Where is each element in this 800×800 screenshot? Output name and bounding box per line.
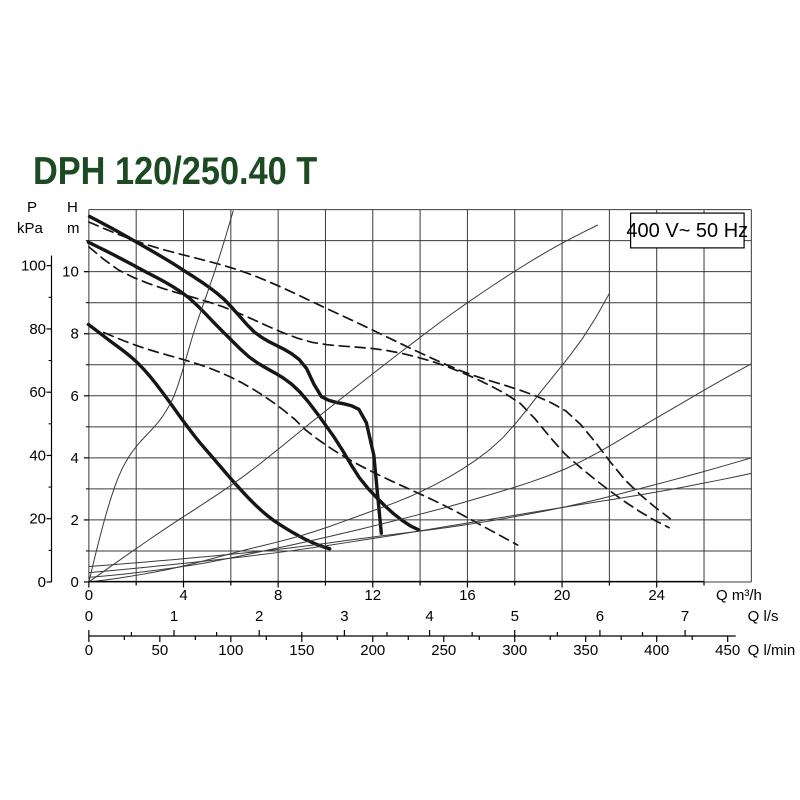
svg-text:8: 8	[274, 587, 282, 604]
svg-text:350: 350	[573, 642, 598, 659]
svg-text:Q l/min: Q l/min	[748, 642, 796, 659]
svg-text:6: 6	[596, 608, 604, 625]
svg-text:2: 2	[255, 608, 263, 625]
svg-text:1: 1	[170, 608, 178, 625]
svg-text:150: 150	[289, 642, 314, 659]
svg-text:8: 8	[71, 326, 79, 343]
svg-text:250: 250	[431, 642, 456, 659]
svg-text:0: 0	[85, 587, 93, 604]
svg-text:40: 40	[29, 447, 46, 464]
svg-text:100: 100	[218, 642, 243, 659]
svg-text:24: 24	[648, 587, 665, 604]
svg-text:5: 5	[511, 608, 519, 625]
svg-text:7: 7	[681, 608, 689, 625]
svg-text:12: 12	[364, 587, 381, 604]
svg-text:2: 2	[71, 512, 79, 529]
svg-text:16: 16	[459, 587, 476, 604]
svg-text:20: 20	[29, 511, 46, 528]
svg-text:Q l/s: Q l/s	[748, 608, 779, 625]
svg-text:450: 450	[715, 642, 740, 659]
svg-text:100: 100	[21, 258, 46, 275]
svg-text:400: 400	[644, 642, 669, 659]
svg-text:50: 50	[151, 642, 168, 659]
svg-text:10: 10	[62, 264, 79, 281]
svg-text:4: 4	[425, 608, 433, 625]
svg-text:P: P	[27, 199, 37, 216]
svg-text:20: 20	[554, 587, 571, 604]
svg-text:H: H	[67, 199, 78, 216]
svg-text:80: 80	[29, 321, 46, 338]
svg-text:0: 0	[71, 574, 79, 591]
svg-text:200: 200	[360, 642, 385, 659]
svg-text:4: 4	[71, 450, 79, 467]
svg-text:60: 60	[29, 384, 46, 401]
svg-text:kPa: kPa	[17, 220, 44, 237]
svg-text:300: 300	[502, 642, 527, 659]
svg-text:0: 0	[85, 608, 93, 625]
svg-text:m: m	[67, 220, 80, 237]
svg-text:400 V~ 50 Hz: 400 V~ 50 Hz	[626, 220, 748, 242]
svg-text:3: 3	[340, 608, 348, 625]
svg-text:0: 0	[38, 574, 46, 591]
svg-text:6: 6	[71, 388, 79, 405]
svg-text:Q m³/h: Q m³/h	[716, 587, 762, 604]
svg-text:0: 0	[85, 642, 93, 659]
svg-text:4: 4	[179, 587, 187, 604]
